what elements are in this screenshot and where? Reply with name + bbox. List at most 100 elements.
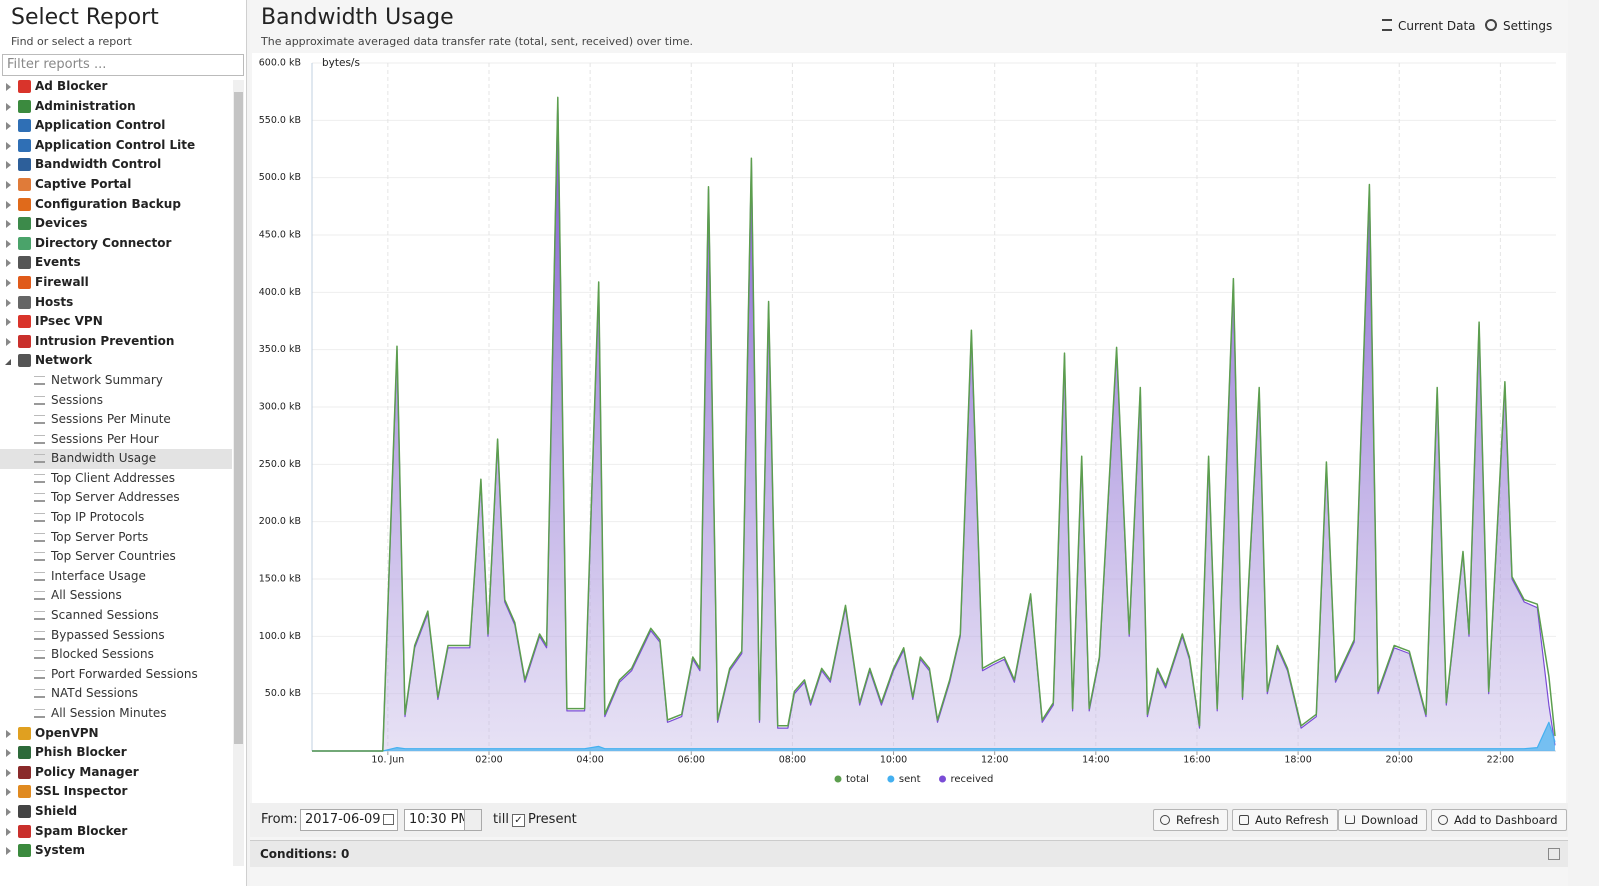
expander[interactable]: [6, 220, 11, 229]
item-icon: [18, 746, 31, 760]
expander[interactable]: [6, 122, 11, 131]
tree-item[interactable]: Firewall: [0, 273, 232, 293]
tree-item[interactable]: Spam Blocker: [0, 822, 232, 842]
date-input[interactable]: 2017-06-09: [300, 809, 398, 831]
item-label: OpenVPN: [35, 725, 99, 740]
add-dashboard-button[interactable]: Add to Dashboard: [1431, 809, 1567, 831]
x-tick-label: 20:00: [1386, 755, 1413, 766]
expander[interactable]: [6, 318, 11, 327]
expander[interactable]: [6, 83, 11, 91]
tree-item[interactable]: Policy Manager: [0, 763, 232, 783]
expander[interactable]: [6, 807, 11, 816]
item-icon: [18, 844, 31, 858]
tree-item[interactable]: Bandwidth Control: [0, 155, 232, 175]
tree-item[interactable]: Intrusion Prevention: [0, 332, 232, 352]
tree-item[interactable]: Captive Portal: [0, 175, 232, 195]
tree-item[interactable]: Port Forwarded Sessions: [0, 665, 232, 685]
expander[interactable]: [6, 239, 11, 248]
item-icon: [18, 354, 31, 368]
toolbar: From: 2017-06-09 10:30 PM till ✓ Present…: [250, 803, 1568, 837]
expander[interactable]: [6, 337, 11, 346]
expander[interactable]: [6, 768, 11, 777]
tree-item[interactable]: All Session Minutes: [0, 704, 232, 724]
auto-refresh-button[interactable]: Auto Refresh: [1232, 809, 1338, 831]
item-icon: [18, 236, 31, 250]
legend-marker: [939, 775, 946, 783]
expander[interactable]: [6, 749, 11, 758]
tree-item[interactable]: Shield: [0, 802, 232, 822]
expander[interactable]: [5, 359, 11, 366]
item-icon: [34, 513, 45, 523]
tree-item[interactable]: OpenVPN: [0, 724, 232, 744]
tree-item[interactable]: Ad Blocker: [0, 77, 232, 97]
tree-item[interactable]: Sessions: [0, 391, 232, 411]
collapse-icon[interactable]: [1548, 848, 1560, 860]
legend-marker: [834, 775, 842, 783]
item-label: Bypassed Sessions: [51, 627, 165, 642]
item-label: Administration: [35, 98, 136, 113]
tree-item[interactable]: Directory Connector: [0, 234, 232, 254]
tree-item[interactable]: Top Server Ports: [0, 528, 232, 548]
expander[interactable]: [6, 180, 11, 189]
tree-item[interactable]: Configuration Backup: [0, 195, 232, 215]
expander[interactable]: [6, 788, 11, 797]
expander[interactable]: [6, 278, 11, 287]
filter-input[interactable]: Filter reports ...: [2, 54, 244, 76]
tree-item[interactable]: Sessions Per Hour: [0, 430, 232, 450]
download-button[interactable]: Download: [1338, 809, 1428, 831]
tree-item[interactable]: Hosts: [0, 293, 232, 313]
item-icon: [34, 532, 45, 542]
expander[interactable]: [6, 200, 11, 209]
time-input[interactable]: 10:30 PM: [404, 809, 482, 831]
tree-item[interactable]: Scanned Sessions: [0, 606, 232, 626]
item-label: All Session Minutes: [51, 706, 167, 720]
item-label: Sessions Per Hour: [51, 431, 159, 446]
scrollbar[interactable]: [233, 80, 244, 866]
scroll-thumb[interactable]: [234, 92, 243, 744]
expander[interactable]: [6, 141, 11, 150]
current-data-button[interactable]: Current Data: [1382, 19, 1476, 33]
item-label: Top IP Protocols: [51, 510, 145, 525]
item-label: Bandwidth Control: [35, 157, 162, 172]
present-checkbox[interactable]: ✓: [512, 814, 525, 827]
tree-item[interactable]: Blocked Sessions: [0, 645, 232, 665]
tree-item[interactable]: Events: [0, 253, 232, 273]
item-icon: [34, 415, 45, 425]
tree-item[interactable]: Top Server Addresses: [0, 488, 232, 508]
expander[interactable]: [6, 729, 11, 738]
item-label: Top Server Addresses: [51, 490, 180, 505]
tree-item[interactable]: Network Summary: [0, 371, 232, 391]
tree-item[interactable]: Devices: [0, 214, 232, 234]
item-icon: [18, 80, 31, 93]
expander[interactable]: [6, 827, 11, 836]
expander[interactable]: [6, 298, 11, 307]
tree-item[interactable]: IPsec VPN: [0, 312, 232, 332]
tree-item[interactable]: Top IP Protocols: [0, 508, 232, 528]
expander[interactable]: [6, 161, 11, 170]
tree-item[interactable]: SSL Inspector: [0, 782, 232, 802]
conditions-bar[interactable]: Conditions: 0: [250, 840, 1568, 867]
tree-item[interactable]: Bypassed Sessions: [0, 626, 232, 646]
tree-item[interactable]: Top Client Addresses: [0, 469, 232, 489]
label: Add to Dashboard: [1454, 813, 1558, 827]
tree-item[interactable]: Top Server Countries: [0, 547, 232, 567]
expander[interactable]: [6, 259, 11, 268]
settings-button[interactable]: Settings: [1485, 19, 1552, 33]
tree-item[interactable]: Application Control Lite: [0, 136, 232, 156]
tree-item[interactable]: Network: [0, 351, 232, 371]
item-label: SSL Inspector: [35, 784, 128, 799]
expander[interactable]: [6, 102, 11, 111]
tree-item[interactable]: Phish Blocker: [0, 743, 232, 763]
tree-item[interactable]: NATd Sessions: [0, 684, 232, 704]
tree-item[interactable]: System: [0, 841, 232, 861]
expander[interactable]: [6, 847, 11, 856]
tree-item[interactable]: Application Control: [0, 116, 232, 136]
series-line: [312, 721, 1556, 752]
tree-item[interactable]: Interface Usage: [0, 567, 232, 587]
tree-item[interactable]: Administration: [0, 97, 232, 117]
item-icon: [34, 689, 45, 699]
refresh-button[interactable]: Refresh: [1153, 809, 1229, 831]
tree-item[interactable]: Bandwidth Usage: [0, 449, 232, 469]
tree-item[interactable]: Sessions Per Minute: [0, 410, 232, 430]
tree-item[interactable]: All Sessions: [0, 586, 232, 606]
